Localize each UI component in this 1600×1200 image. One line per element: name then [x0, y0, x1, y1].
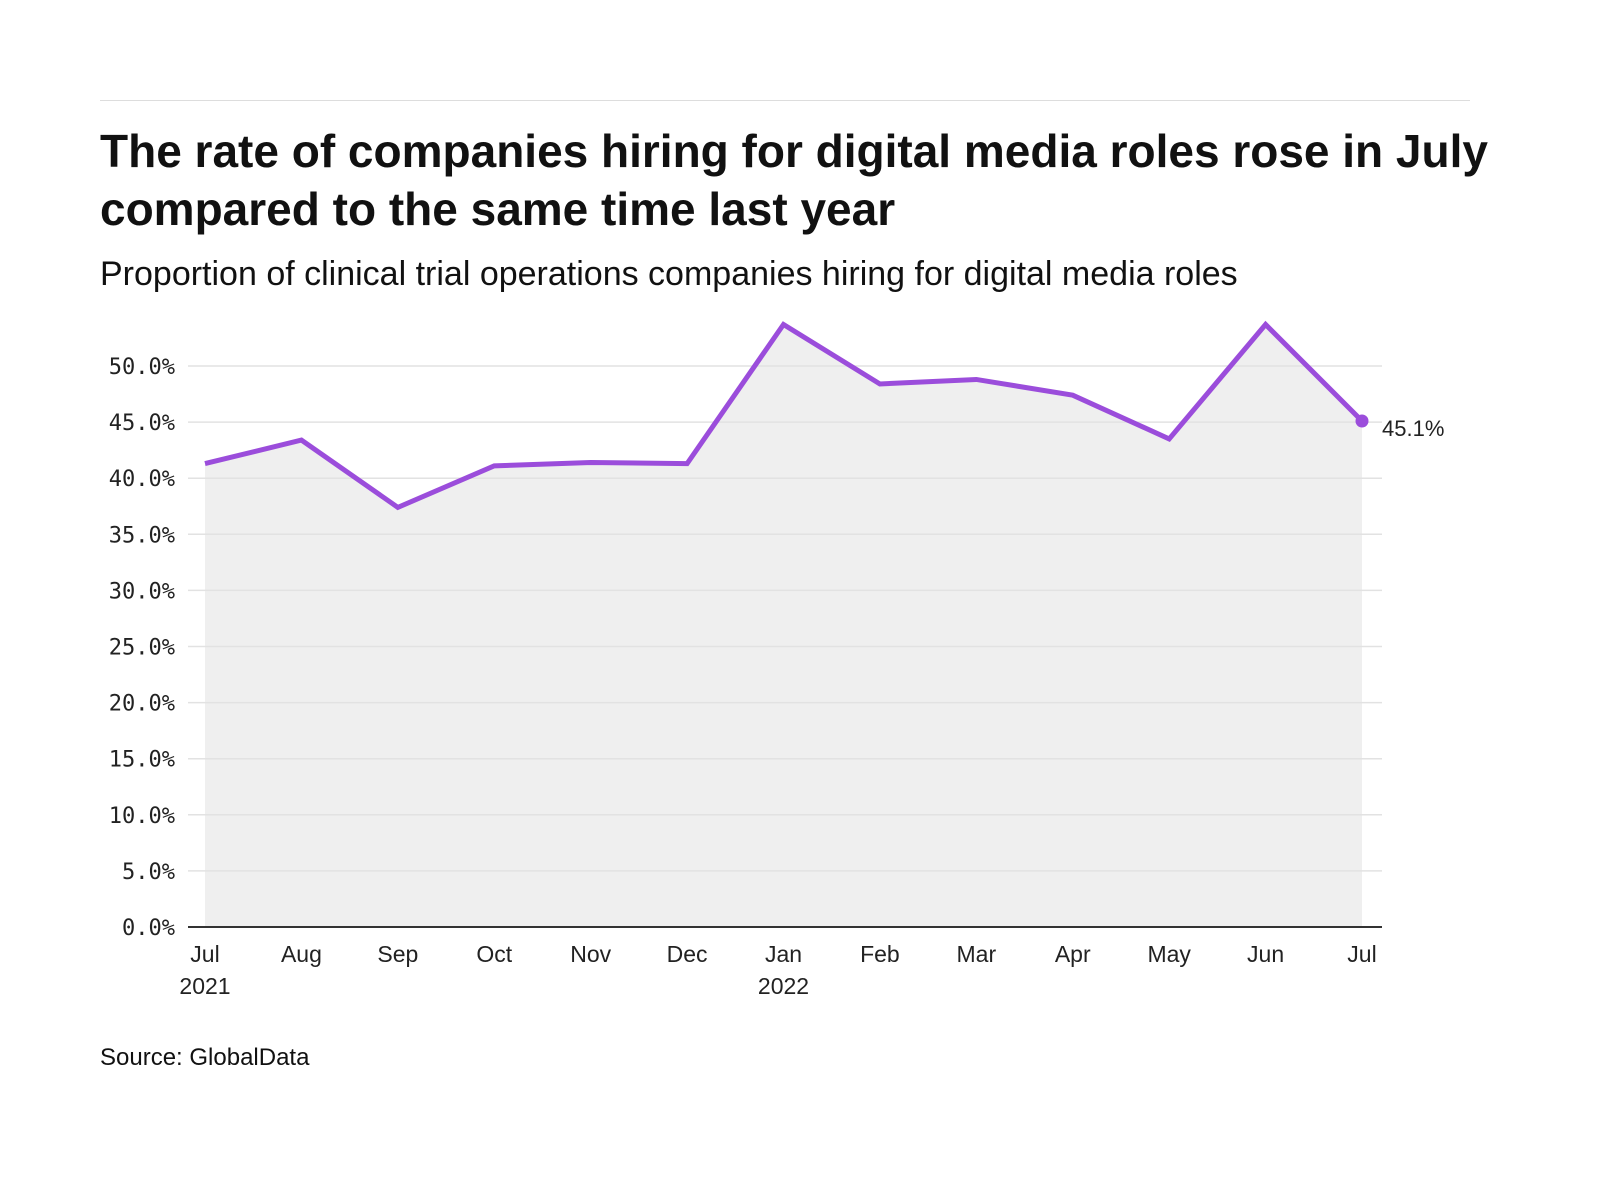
- x-tick-label: Nov: [570, 941, 611, 967]
- y-tick-label: 50.0%: [109, 355, 175, 380]
- y-tick-label: 45.0%: [109, 411, 175, 436]
- x-tick-label: Feb: [860, 941, 900, 967]
- x-tick-label: Oct: [476, 941, 512, 967]
- x-tick-year-label: 2021: [179, 973, 230, 999]
- y-tick-label: 40.0%: [109, 467, 175, 492]
- x-tick-label: Jun: [1247, 941, 1284, 967]
- y-tick-label: 20.0%: [109, 692, 175, 717]
- series-line: [204, 320, 1364, 511]
- y-tick-label: 0.0%: [122, 916, 175, 941]
- chart-subtitle: Proportion of clinical trial operations …: [100, 255, 1238, 293]
- end-value-label: 45.1%: [1382, 416, 1444, 441]
- source-note: Source: GlobalData: [100, 1044, 310, 1071]
- x-tick-label: Apr: [1055, 941, 1091, 967]
- y-tick-label: 25.0%: [109, 636, 175, 661]
- x-tick-label: Jan: [765, 941, 802, 967]
- x-tick-year-label: 2022: [758, 973, 809, 999]
- y-tick-label: 15.0%: [109, 748, 175, 773]
- y-tick-label: 5.0%: [122, 860, 175, 885]
- y-tick-label: 10.0%: [109, 804, 175, 829]
- y-tick-label: 30.0%: [109, 579, 175, 604]
- x-tick-label: Dec: [667, 941, 708, 967]
- area-fill: [205, 324, 1362, 928]
- x-tick-label: Mar: [957, 941, 997, 967]
- y-tick-label: 35.0%: [109, 523, 175, 548]
- x-tick-label: Aug: [281, 941, 322, 967]
- chart-title: The rate of companies hiring for digital…: [100, 125, 1488, 235]
- x-tick-label: Sep: [377, 941, 418, 967]
- x-tick-label: May: [1147, 941, 1191, 967]
- x-tick-label: Jul: [190, 941, 219, 967]
- end-point-marker: [1355, 414, 1369, 428]
- x-tick-label: Jul: [1347, 941, 1376, 967]
- top-divider: [100, 100, 1470, 101]
